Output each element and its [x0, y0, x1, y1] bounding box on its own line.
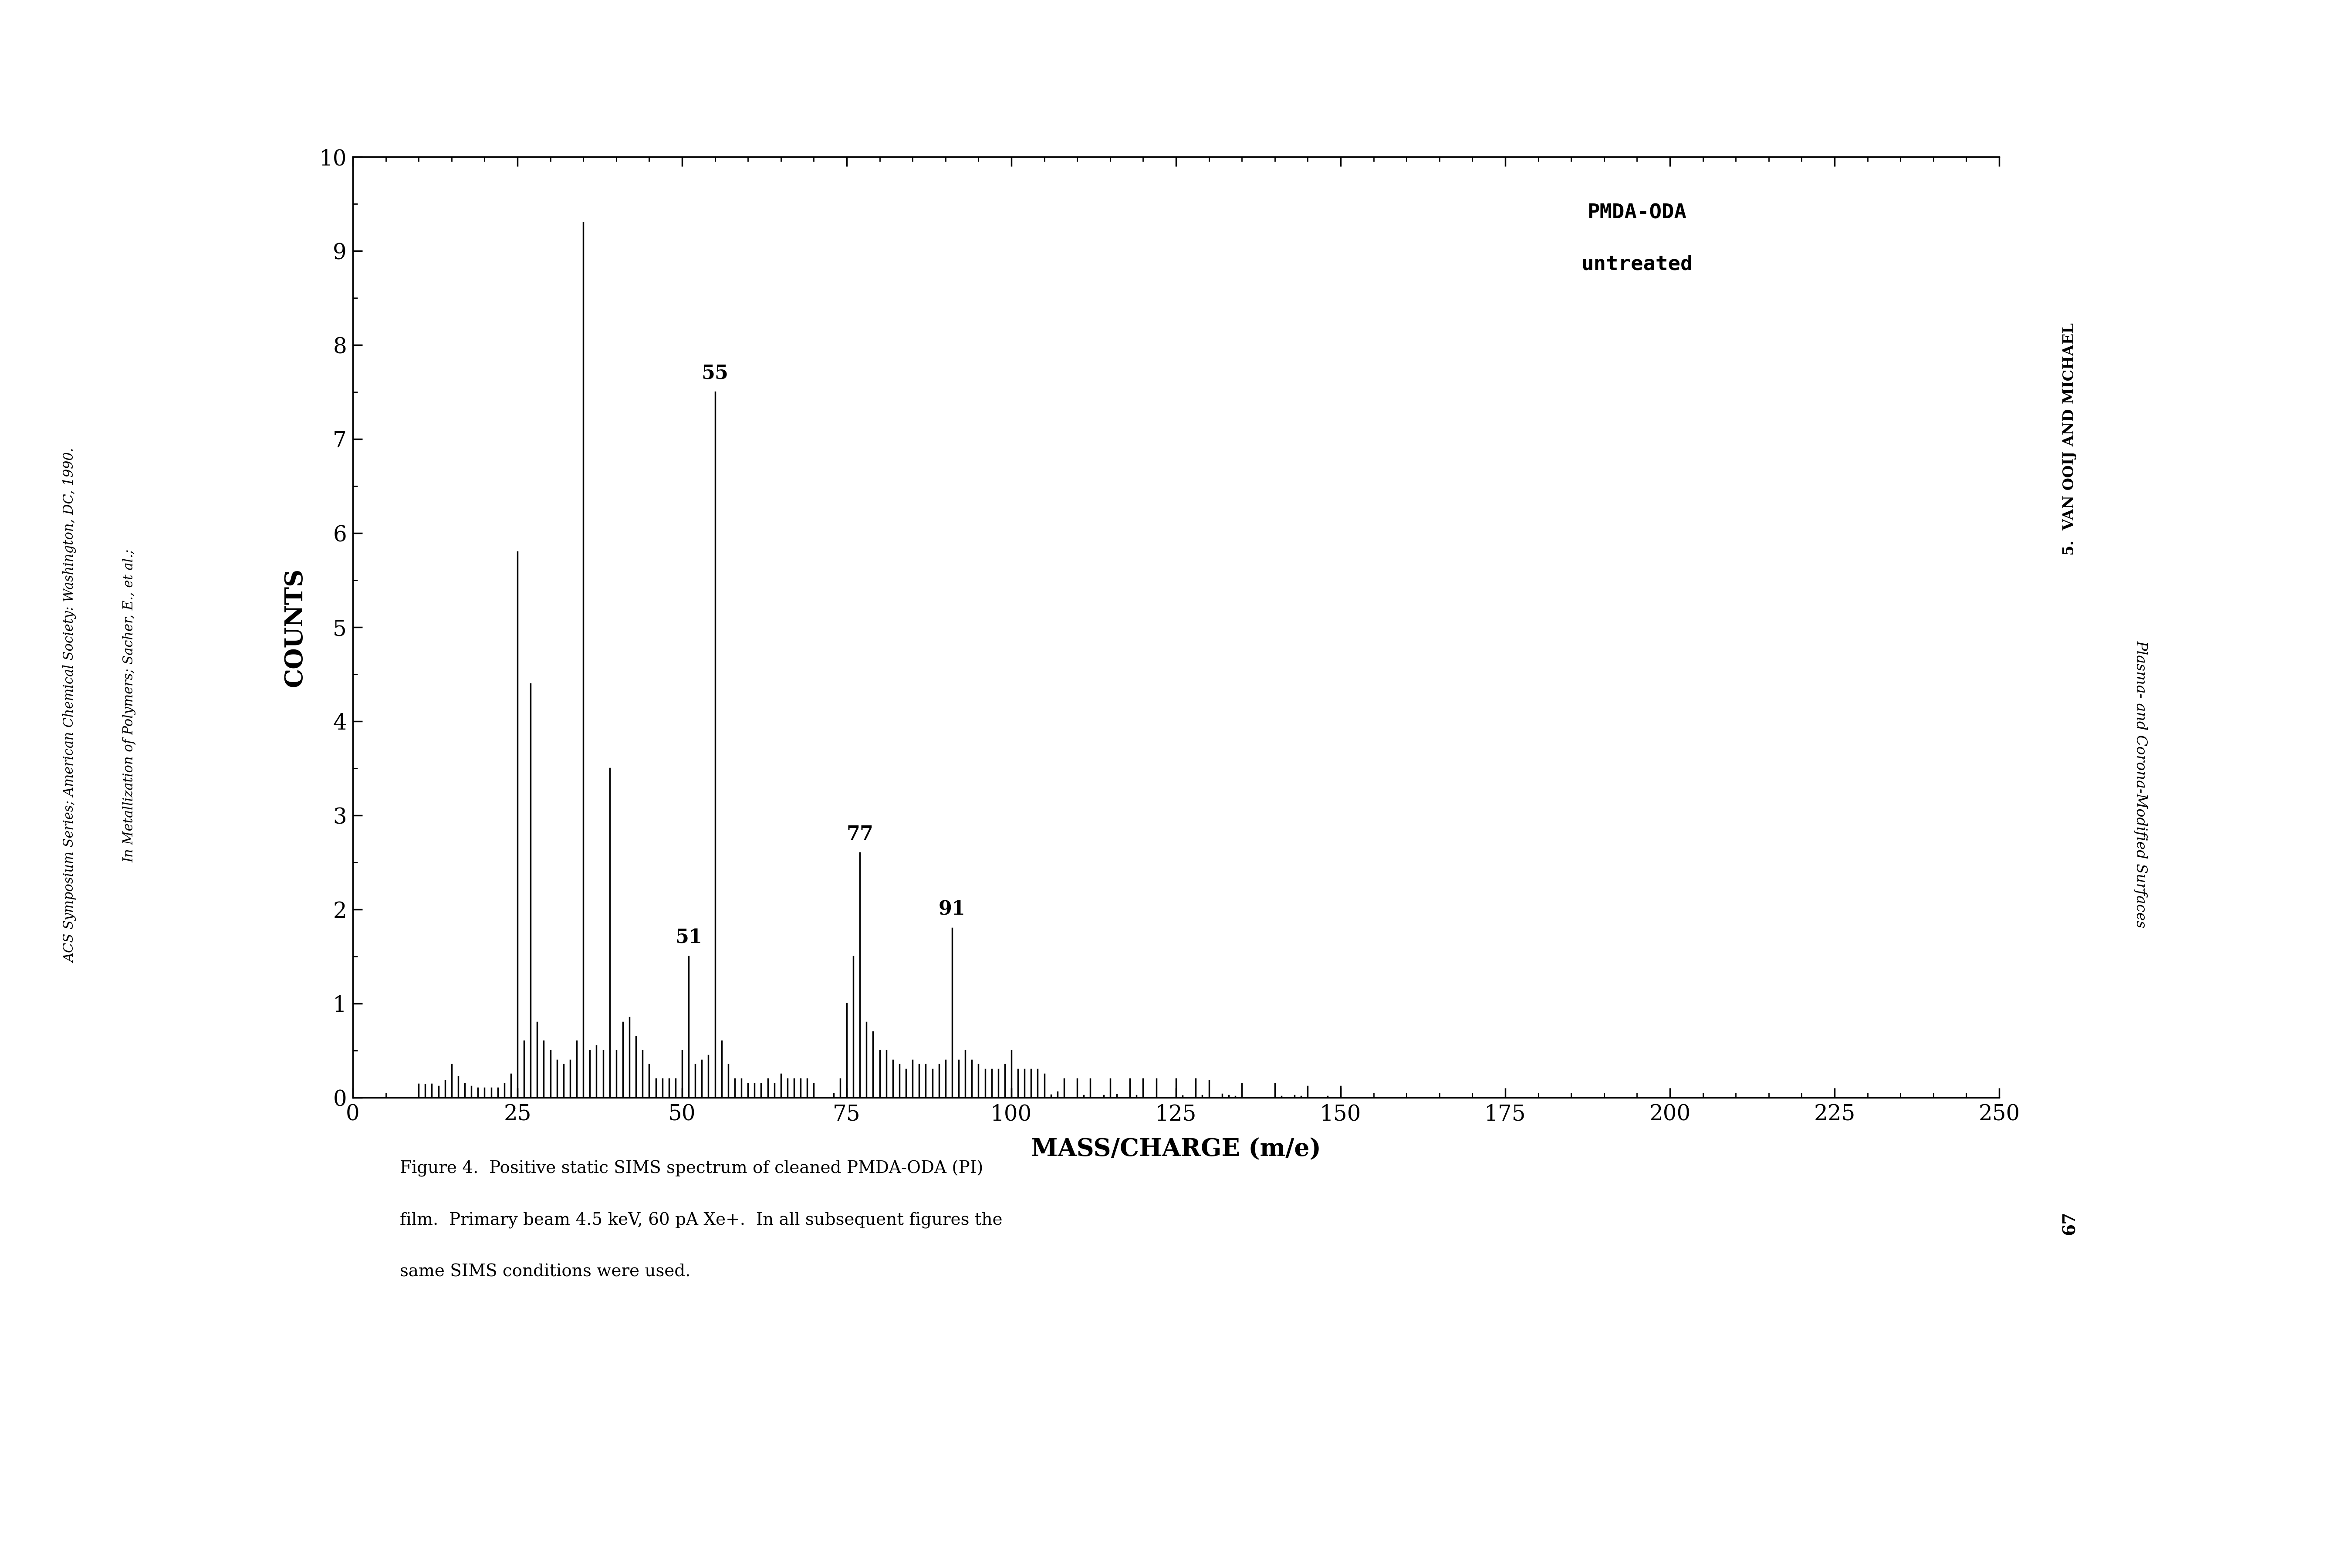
- Text: 91: 91: [938, 900, 967, 919]
- Text: 67: 67: [2060, 1210, 2079, 1236]
- Text: 51: 51: [675, 928, 703, 947]
- Text: In Metallization of Polymers; Sacher, E., et al.;: In Metallization of Polymers; Sacher, E.…: [122, 549, 136, 862]
- Text: Figure 4.  Positive static SIMS spectrum of cleaned PMDA-ODA (PI): Figure 4. Positive static SIMS spectrum …: [400, 1160, 983, 1178]
- Text: same SIMS conditions were used.: same SIMS conditions were used.: [400, 1264, 691, 1279]
- Text: ACS Symposium Series; American Chemical Society: Washington, DC, 1990.: ACS Symposium Series; American Chemical …: [64, 448, 78, 963]
- Text: Plasma- and Corona-Modified Surfaces: Plasma- and Corona-Modified Surfaces: [2133, 640, 2147, 928]
- Text: 5.  VAN OOIJ AND MICHAEL: 5. VAN OOIJ AND MICHAEL: [2063, 323, 2077, 555]
- Text: film.  Primary beam 4.5 keV, 60 pA Xe+.  In all subsequent figures the: film. Primary beam 4.5 keV, 60 pA Xe+. I…: [400, 1212, 1002, 1229]
- Text: untreated: untreated: [1581, 254, 1693, 274]
- Text: 77: 77: [847, 825, 873, 844]
- X-axis label: MASS/CHARGE (m/e): MASS/CHARGE (m/e): [1030, 1137, 1322, 1162]
- Y-axis label: COUNTS: COUNTS: [282, 568, 308, 687]
- Text: PMDA-ODA: PMDA-ODA: [1588, 202, 1686, 223]
- Text: 55: 55: [701, 364, 729, 383]
